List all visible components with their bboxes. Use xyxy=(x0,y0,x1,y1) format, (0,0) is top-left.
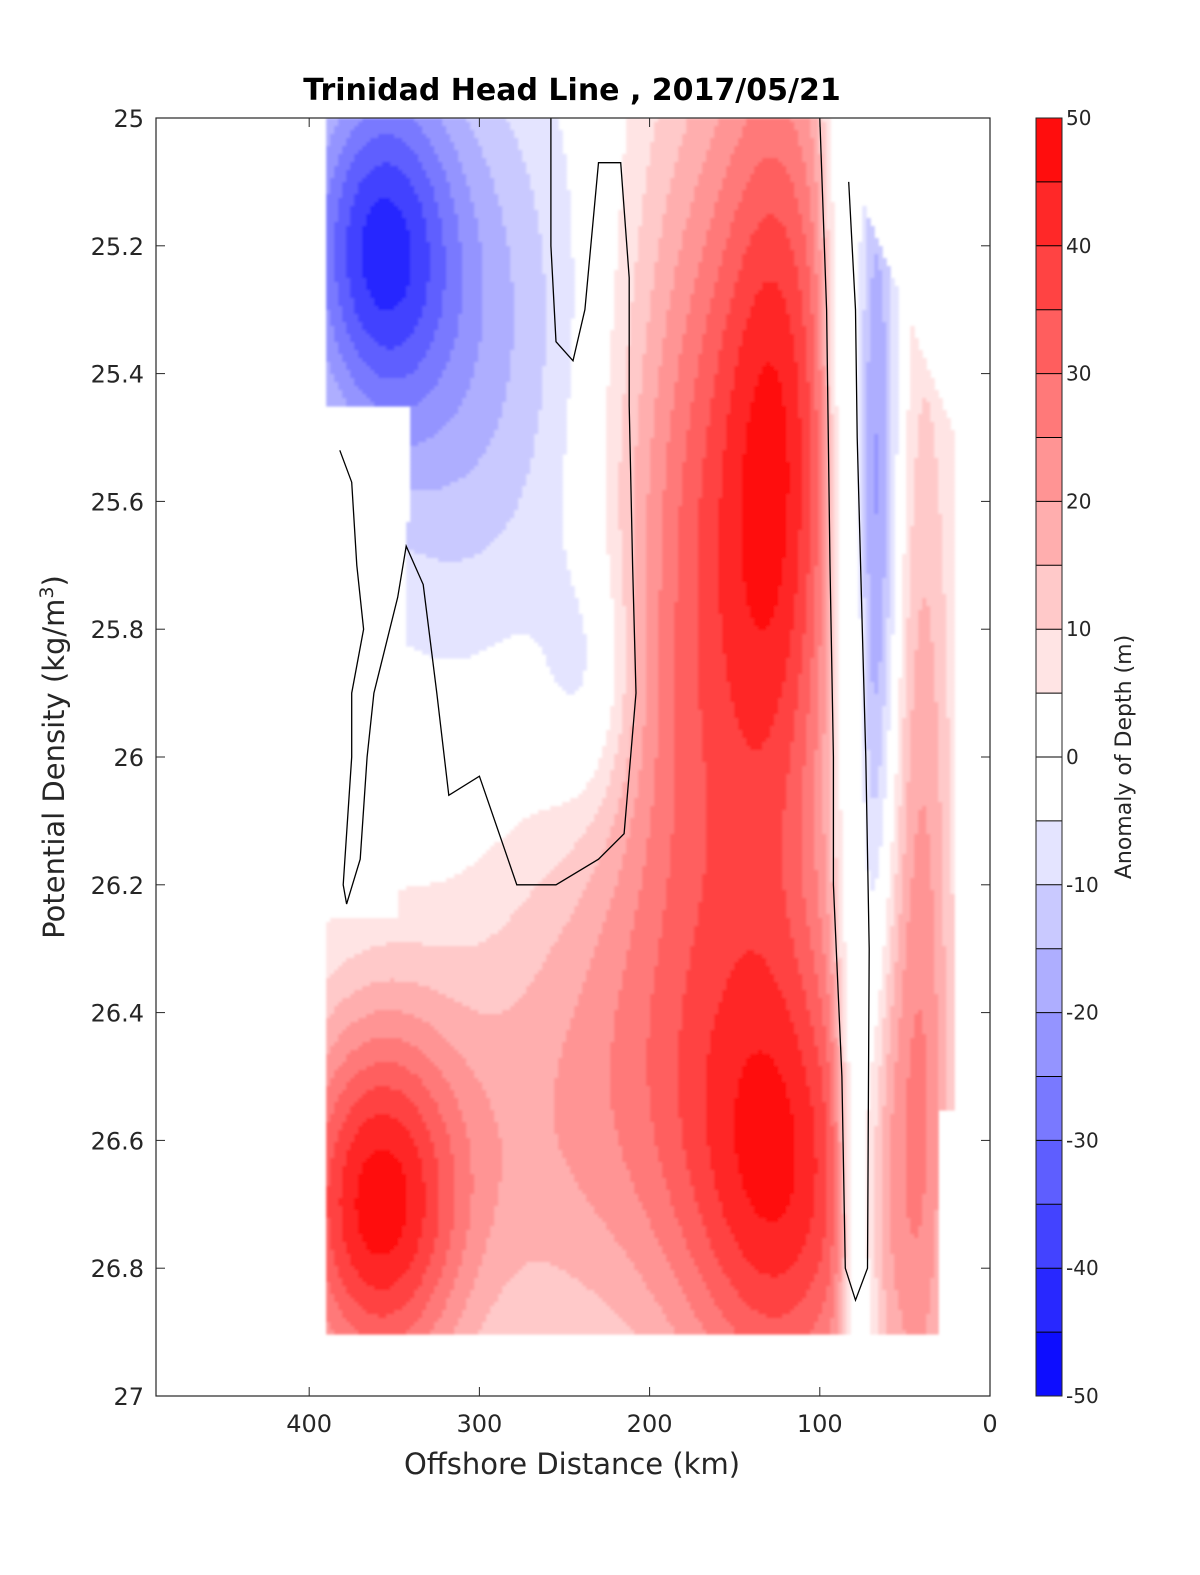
colorbar: -50 -40 -30 -20 -10 0 10 20 30 40 50 xyxy=(1035,106,1099,1408)
colorbar-tick-label: -20 xyxy=(1066,1001,1099,1025)
plot-area: 400 300 200 100 0 25 25.2 25.4 25.6 25.8 26 26.2 26… xyxy=(91,105,998,1438)
x-axis-label: Offshore Distance (km) xyxy=(404,1447,740,1481)
colorbar-swatch xyxy=(1036,948,1062,1014)
colorbar-tick-label: 50 xyxy=(1066,106,1091,130)
colorbar-swatch xyxy=(1036,1332,1062,1397)
colorbar-swatch xyxy=(1036,820,1062,886)
y-tick-label: 27 xyxy=(113,1383,144,1411)
x-tick-label: 300 xyxy=(456,1410,502,1438)
y-axis-label: Potential Density (kg/m3) xyxy=(36,575,71,939)
colorbar-tick-label: 20 xyxy=(1066,489,1091,513)
colorbar-swatch xyxy=(1036,629,1062,694)
colorbar-swatch xyxy=(1036,1204,1062,1269)
colorbar-swatch xyxy=(1036,1268,1062,1333)
colorbar-tick-label: 40 xyxy=(1066,234,1091,258)
colorbar-swatch xyxy=(1036,1012,1062,1077)
x-axis-ticks: 400 300 200 100 0 xyxy=(286,118,998,1438)
colorbar-tick-label: 10 xyxy=(1066,617,1091,641)
colorbar-swatch xyxy=(1036,884,1062,950)
y-tick-label: 26.8 xyxy=(91,1255,144,1283)
y-tick-label: 26 xyxy=(113,744,144,772)
y-tick-label: 25 xyxy=(113,105,144,133)
colorbar-tick-label: 0 xyxy=(1066,745,1079,769)
colorbar-swatch xyxy=(1036,693,1062,758)
colorbar-swatch xyxy=(1036,437,1062,502)
colorbar-swatch xyxy=(1036,118,1062,183)
colorbar-tick-label: -10 xyxy=(1066,873,1099,897)
y-tick-label: 26.2 xyxy=(91,872,144,900)
zero-contours xyxy=(339,118,870,1303)
colorbar-tick-label: -40 xyxy=(1066,1256,1099,1280)
colorbar-tick-label: -30 xyxy=(1066,1128,1099,1152)
colorbar-swatch xyxy=(1036,309,1062,375)
anomaly-field xyxy=(326,118,955,1335)
colorbar-swatch xyxy=(1036,501,1062,566)
colorbar-swatch xyxy=(1036,757,1062,822)
x-tick-label: 100 xyxy=(797,1410,843,1438)
colorbar-tick-label: -50 xyxy=(1066,1384,1099,1408)
y-axis-ticks: 25 25.2 25.4 25.6 25.8 26 26.2 26.4 26.6 26.8 27 xyxy=(91,105,990,1411)
y-tick-label: 25.4 xyxy=(91,361,144,389)
y-tick-label: 25.6 xyxy=(91,488,144,516)
colorbar-swatch xyxy=(1036,373,1062,438)
y-tick-label: 26.4 xyxy=(91,1000,144,1028)
zero-contour-1 xyxy=(339,118,637,905)
y-tick-label: 26.6 xyxy=(91,1127,144,1155)
colorbar-frame xyxy=(1035,117,1063,1397)
x-tick-label: 0 xyxy=(982,1410,997,1438)
colorbar-swatch xyxy=(1036,565,1062,630)
y-tick-label: 25.8 xyxy=(91,616,144,644)
colorbar-swatch xyxy=(1036,245,1062,311)
colorbar-swatch xyxy=(1036,1140,1062,1205)
zero-contour-2 xyxy=(819,118,870,1303)
x-tick-label: 200 xyxy=(627,1410,673,1438)
colorbar-swatch xyxy=(1036,1076,1062,1141)
y-tick-label: 25.2 xyxy=(91,233,144,261)
chart-title: Trinidad Head Line , 2017/05/21 xyxy=(303,73,840,108)
y-axis-label-main: Potential Density (kg/m xyxy=(37,599,71,939)
colorbar-tick-label: 30 xyxy=(1066,362,1091,386)
x-tick-label: 400 xyxy=(286,1410,332,1438)
colorbar-swatch xyxy=(1036,181,1062,247)
colorbar-label: Anomaly of Depth (m) xyxy=(1112,635,1137,879)
y-axis-label-close: ) xyxy=(37,575,71,586)
y-axis-label-sup: 3 xyxy=(36,586,58,598)
